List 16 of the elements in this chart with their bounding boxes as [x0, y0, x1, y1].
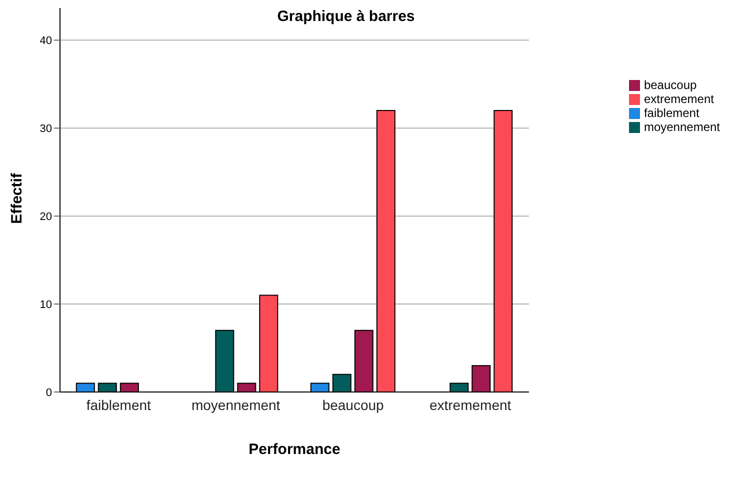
y-axis-title: Effectif [8, 172, 26, 224]
chart-title: Graphique à barres [276, 8, 416, 25]
legend-label: extremement [644, 92, 714, 106]
x-tick-label: beaucoup [322, 396, 384, 413]
x-tick-label: extremement [429, 396, 512, 413]
x-axis-title: Performance [248, 441, 340, 458]
y-tick-label: 10 [40, 298, 52, 311]
y-tick-label: 30 [40, 123, 52, 136]
y-tick-label: 40 [40, 35, 52, 48]
x-tick-label: moyennement [192, 396, 280, 413]
y-tick-label: 20 [40, 210, 52, 223]
x-tick-label: faiblement [86, 396, 152, 413]
y-tick-label: 0 [46, 386, 52, 399]
legend-label: beaucoup [644, 78, 697, 92]
legend-label: moyennement [644, 120, 720, 134]
legend-label: faiblement [644, 106, 700, 120]
